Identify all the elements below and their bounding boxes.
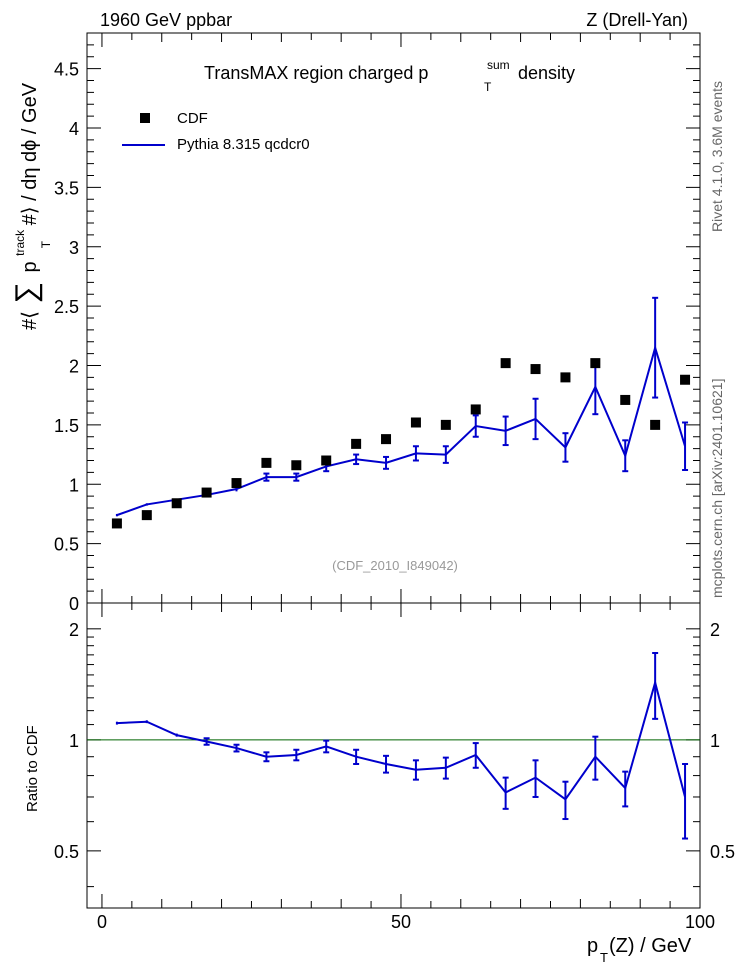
ratio-ytick-label-right: 0.5 <box>710 842 735 862</box>
ratio-ytick-label-left: 0.5 <box>54 842 79 862</box>
ratio-plot-marks <box>87 651 700 840</box>
main-ytick-label: 4.5 <box>54 60 79 80</box>
ratio-series-line <box>116 678 687 801</box>
ylabel-sub: T <box>39 240 53 248</box>
main-ytick-label: 2 <box>69 357 79 377</box>
title-sub: T <box>484 80 492 94</box>
main-ytick-label: 4 <box>69 119 79 139</box>
ylabel-p: p <box>19 261 41 272</box>
ratio-ylabel: Ratio to CDF <box>24 725 41 812</box>
cdf-data-point <box>440 419 451 430</box>
cdf-data-point <box>381 434 392 445</box>
cdf-data-point <box>560 372 571 383</box>
cdf-data-point <box>291 460 302 471</box>
ratio-ytick-label-right: 2 <box>710 620 720 640</box>
cdf-data-point <box>530 364 541 375</box>
xlabel-p: p <box>587 935 598 957</box>
cdf-data-point <box>650 419 661 430</box>
cdf-data-point <box>171 498 182 509</box>
cdf-data-point <box>201 487 212 498</box>
ratio-xtick-label: 0 <box>97 912 107 932</box>
legend: CDF Pythia 8.315 qcdcr0 <box>122 110 310 153</box>
ylabel-sum: ∑ <box>10 282 43 303</box>
main-ytick-label: 3 <box>69 238 79 258</box>
header-left: 1960 GeV ppbar <box>100 10 232 30</box>
cdf-data-point <box>410 417 421 428</box>
cdf-data-point <box>500 358 511 369</box>
cdf-data-point <box>111 518 122 529</box>
legend-cdf-label: CDF <box>177 110 208 127</box>
main-axis-ticks: 0 0.5 1 1.5 2 2.5 3 3.5 4 4.5 <box>54 33 701 614</box>
ylabel-sup: track <box>13 229 27 256</box>
cdf-data-point <box>321 455 332 466</box>
header-right: Z (Drell-Yan) <box>586 10 688 30</box>
main-ytick-label: 1 <box>69 475 79 495</box>
ratio-ytick-label-left: 2 <box>69 620 79 640</box>
legend-mc-label: Pythia 8.315 qcdcr0 <box>177 136 310 153</box>
cdf-data-point <box>231 478 242 489</box>
cdf-data-point <box>261 457 272 468</box>
main-plot-marks <box>111 296 691 529</box>
main-ytick-label: 2.5 <box>54 297 79 317</box>
cdf-data-point <box>680 374 691 385</box>
x-axis-label: p T (Z) / GeV <box>587 935 692 965</box>
rivet-label: Rivet 4.1.0, 3.6M events <box>709 81 725 232</box>
main-ytick-label: 3.5 <box>54 178 79 198</box>
cdf-data-point <box>351 438 362 449</box>
cdf-data-point <box>590 358 601 369</box>
xlabel-tail: (Z) / GeV <box>609 935 692 957</box>
title-sup: sum <box>487 58 510 72</box>
main-ylabel: #⟨ ∑ p track T #⟩ / dη dϕ / GeV <box>7 82 55 330</box>
main-ytick-label: 0.5 <box>54 535 79 555</box>
title-main: TransMAX region charged p <box>204 63 428 83</box>
ratio-ytick-label-right: 1 <box>710 731 720 751</box>
xlabel-sub: T <box>600 950 608 965</box>
analysis-watermark: (CDF_2010_I849042) <box>332 558 458 573</box>
ylabel-lead: #⟨ <box>19 311 41 330</box>
mcplots-label: mcplots.cern.ch [arXiv:2401.10621] <box>709 379 725 598</box>
ratio-xtick-label: 50 <box>391 912 411 932</box>
main-ytick-label: 1.5 <box>54 416 79 436</box>
ratio-axis-ticks: 0 50 100 0.5 0.5 1 1 2 2 <box>54 603 735 932</box>
cdf-data-point <box>470 404 481 415</box>
ratio-xtick-label: 100 <box>685 912 715 932</box>
svg-text:#⟨ ∑ p track: #⟨ ∑ p track T #⟩ / dη dϕ / GeV <box>7 82 55 330</box>
main-title: TransMAX region charged p sum T density <box>204 58 575 94</box>
cdf-data-point <box>620 394 631 405</box>
cdf-data-point <box>141 510 152 521</box>
main-ytick-label: 0 <box>69 594 79 614</box>
ratio-ytick-label-left: 1 <box>69 731 79 751</box>
ylabel-tail: #⟩ / dη dϕ / GeV <box>19 82 41 225</box>
ratio-frame <box>86 602 701 909</box>
legend-cdf-marker <box>140 113 150 123</box>
title-tail: density <box>518 63 575 83</box>
